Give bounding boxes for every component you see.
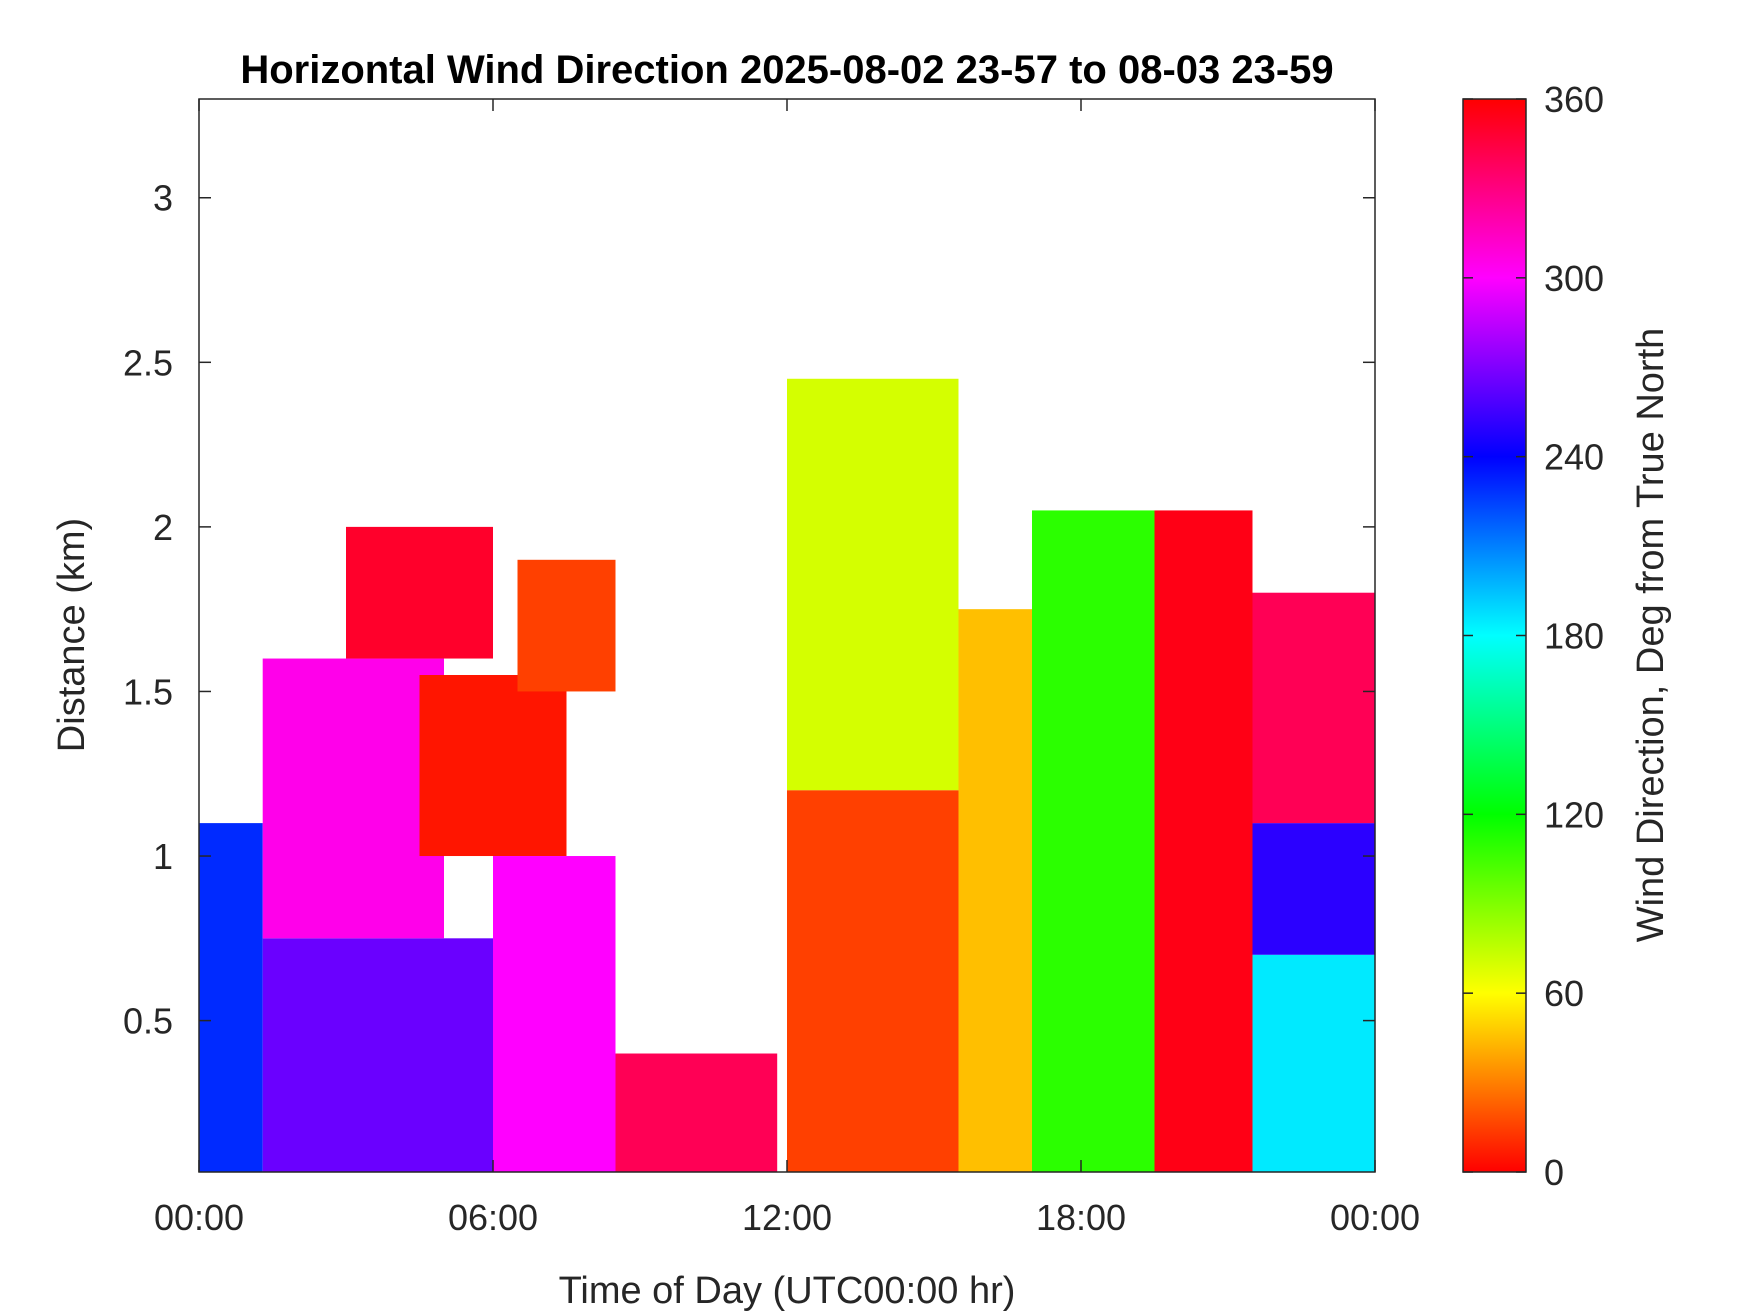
x-tick-label-1: 06:00 bbox=[448, 1197, 538, 1238]
heatmap-region-3 bbox=[346, 526, 493, 659]
colorbar-tick-label-5: 300 bbox=[1544, 258, 1604, 299]
y-axis-label: Distance (km) bbox=[51, 518, 93, 752]
heatmap-region-4 bbox=[419, 674, 567, 857]
x-axis-label: Time of Day (UTC00:00 hr) bbox=[559, 1270, 1016, 1312]
heatmap-region-9 bbox=[787, 378, 959, 791]
heatmap-region-1 bbox=[262, 938, 493, 1172]
colorbar-tick-label-6: 360 bbox=[1544, 79, 1604, 120]
y-tick-label-3: 2 bbox=[153, 507, 173, 548]
heatmap-region-11 bbox=[1032, 510, 1155, 1172]
colorbar-tick-label-3: 180 bbox=[1544, 616, 1604, 657]
heatmap-region-12 bbox=[1154, 510, 1253, 1172]
chart-title: Horizontal Wind Direction 2025-08-02 23-… bbox=[240, 48, 1333, 92]
heatmap-region-10 bbox=[958, 609, 1032, 1172]
colorbar-ticks: 0 60 120 180 240 300 360 bbox=[1463, 79, 1604, 1193]
colorbar-label: Wind Direction, Deg from True North bbox=[1630, 328, 1672, 943]
heatmap-region-7 bbox=[615, 1053, 778, 1172]
y-tick-label-2: 1.5 bbox=[123, 671, 173, 712]
colorbar: 0 60 120 180 240 300 360 Wind Direction, Deg f… bbox=[1462, 79, 1672, 1193]
heatmap-region-14 bbox=[1252, 823, 1375, 955]
y-tick-label-5: 3 bbox=[153, 178, 173, 219]
x-tick-label-2: 12:00 bbox=[742, 1197, 832, 1238]
y-tick-label-0: 0.5 bbox=[123, 1001, 173, 1042]
x-axis: 00:00 06:00 12:00 18:00 00:00 bbox=[154, 99, 1420, 1238]
y-tick-label-1: 1 bbox=[153, 836, 173, 877]
heatmap-region-13 bbox=[1252, 954, 1375, 1172]
colorbar-tick-label-4: 240 bbox=[1544, 437, 1604, 478]
heatmap-region-15 bbox=[1252, 592, 1375, 824]
colorbar-tick-label-0: 0 bbox=[1544, 1152, 1564, 1193]
colorbar-tick-label-2: 120 bbox=[1544, 794, 1604, 835]
heatmap-region-2 bbox=[262, 658, 444, 939]
colorbar-tick-label-1: 60 bbox=[1544, 973, 1584, 1014]
colorbar-gradient bbox=[1462, 98, 1527, 1173]
heatmap-region-8 bbox=[787, 790, 959, 1172]
x-tick-label-4: 00:00 bbox=[1330, 1197, 1420, 1238]
heatmap-region-6 bbox=[517, 559, 616, 692]
heatmap-region-0 bbox=[199, 823, 263, 1172]
y-tick-label-4: 2.5 bbox=[123, 342, 173, 383]
x-tick-label-0: 00:00 bbox=[154, 1197, 244, 1238]
heatmap-cells bbox=[199, 378, 1375, 1172]
heatmap-region-5 bbox=[493, 856, 616, 1172]
x-tick-label-3: 18:00 bbox=[1036, 1197, 1126, 1238]
y-axis: 0.5 1 1.5 2 2.5 3 bbox=[123, 178, 1375, 1042]
